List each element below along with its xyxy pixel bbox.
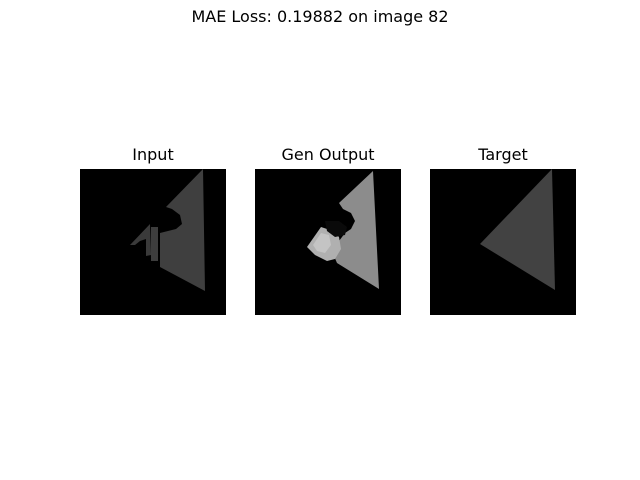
input-panel: Input bbox=[80, 144, 226, 315]
figure-title: MAE Loss: 0.19882 on image 82 bbox=[191, 7, 449, 26]
input-triangle-shape bbox=[160, 169, 205, 291]
gen-output-image bbox=[255, 169, 401, 315]
input-fragment-shape bbox=[130, 224, 151, 256]
target-panel: Target bbox=[430, 144, 576, 315]
target-panel-title: Target bbox=[478, 145, 528, 164]
gen-output-hole-shape bbox=[325, 221, 347, 237]
input-stem-shape bbox=[151, 227, 158, 261]
input-panel-title: Input bbox=[132, 145, 174, 164]
gen-output-highlight-shape bbox=[313, 233, 331, 253]
input-image bbox=[80, 169, 226, 315]
target-triangle-shape bbox=[480, 169, 555, 290]
gen-output-panel: Gen Output bbox=[255, 144, 401, 315]
target-image bbox=[430, 169, 576, 315]
gen-output-triangle-shape bbox=[331, 171, 379, 289]
gen-output-panel-title: Gen Output bbox=[281, 145, 375, 164]
